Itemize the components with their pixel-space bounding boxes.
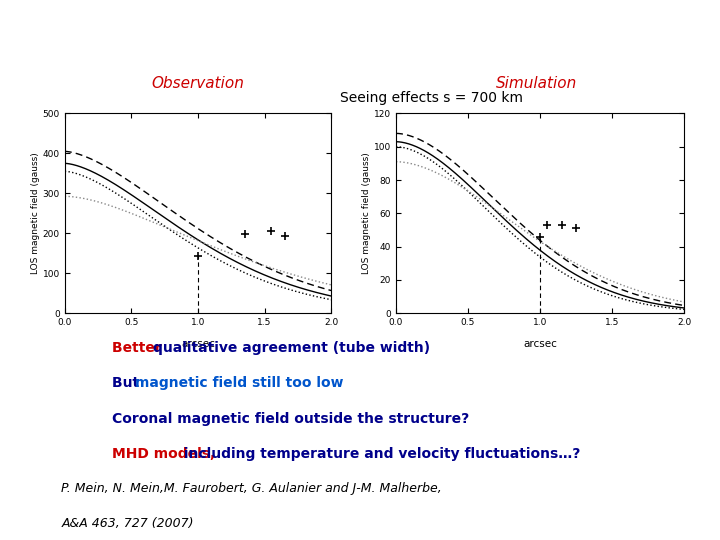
Text: Simulation: Simulation	[496, 76, 577, 91]
Text: P. Mein, N. Mein,M. Faurobert, G. Aulanier and J-M. Malherbe,: P. Mein, N. Mein,M. Faurobert, G. Aulani…	[61, 482, 442, 495]
Text: Better: Better	[112, 341, 166, 355]
Text: Coronal magnetic field outside the structure?: Coronal magnetic field outside the struc…	[112, 411, 469, 426]
X-axis label: arcsec: arcsec	[523, 339, 557, 349]
X-axis label: arcsec: arcsec	[181, 339, 215, 349]
Text: Seeing effects s = 700 km: Seeing effects s = 700 km	[341, 91, 523, 105]
Text: But: But	[112, 376, 143, 390]
Y-axis label: LOS magnetic field (gauss): LOS magnetic field (gauss)	[31, 152, 40, 274]
Text: including temperature and velocity fluctuations…?: including temperature and velocity fluct…	[179, 447, 580, 461]
Y-axis label: LOS magnetic field (gauss): LOS magnetic field (gauss)	[362, 152, 371, 274]
Text: Observation: Observation	[152, 76, 244, 91]
Text: qualitative agreement (tube width): qualitative agreement (tube width)	[153, 341, 431, 355]
Text: A&A 463, 727 (2007): A&A 463, 727 (2007)	[61, 517, 194, 530]
Text: magnetic field still too low: magnetic field still too low	[135, 376, 343, 390]
Text: MHD models,: MHD models,	[112, 447, 215, 461]
